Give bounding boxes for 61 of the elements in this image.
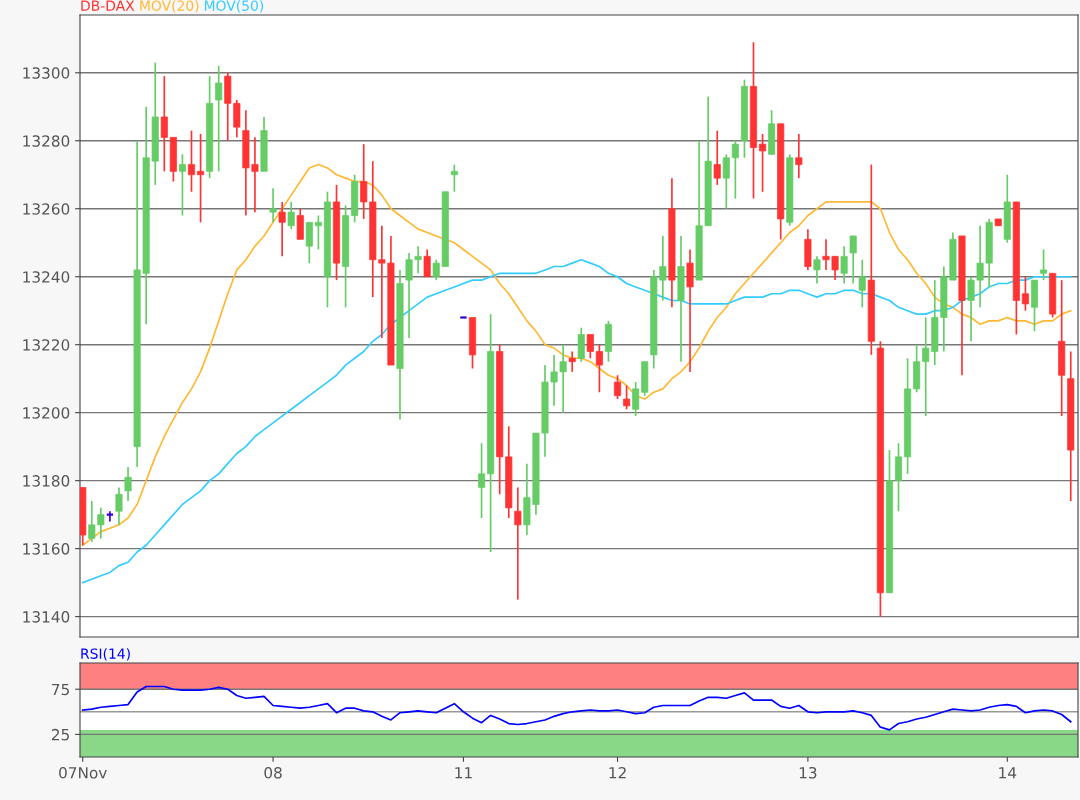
candlestick <box>160 75 168 173</box>
x-tick-label: 14 <box>999 767 1017 779</box>
candlestick <box>215 65 223 173</box>
text: MOV(50) <box>204 0 264 13</box>
x-tick-label: 13 <box>799 766 817 779</box>
candlestick <box>895 442 903 513</box>
candlestick <box>849 235 857 285</box>
candlestick <box>187 129 196 193</box>
x-tick-label: 12 <box>609 766 626 779</box>
candlestick <box>614 374 622 400</box>
candlestick <box>450 163 458 193</box>
candlestick <box>197 133 205 224</box>
candlestick <box>731 139 739 200</box>
text: MOV(20) <box>140 0 199 13</box>
candlestick <box>577 326 585 363</box>
candlestick <box>278 201 286 258</box>
candlestick <box>713 129 721 186</box>
y-tick-label: 13140 <box>23 611 70 623</box>
candlestick <box>478 442 486 519</box>
y-tick-label: 13280 <box>23 135 70 147</box>
line-series <box>81 163 1072 547</box>
candlestick <box>305 221 313 264</box>
candlestick <box>287 201 295 230</box>
line-series <box>81 258 1072 584</box>
candlestick <box>858 258 866 309</box>
y-tick-label: 13220 <box>23 339 70 351</box>
candlestick <box>514 486 522 601</box>
candlestick <box>722 153 730 210</box>
y-tick-label: 13260 <box>23 203 70 215</box>
y-tick-label: 13200 <box>23 407 70 419</box>
candlestick <box>1021 275 1029 312</box>
candlestick <box>115 486 123 526</box>
x-tick-label: 11 <box>455 767 472 779</box>
candlestick <box>423 248 431 278</box>
x-tick-label: 08 <box>264 766 282 779</box>
line-series <box>81 685 1072 731</box>
candlestick <box>759 133 767 193</box>
candlestick <box>813 255 821 285</box>
y-tick-label: 75 <box>52 683 69 696</box>
candlestick <box>568 350 576 373</box>
x-tick-label: 07Nov <box>59 766 107 779</box>
candlestick <box>124 466 132 502</box>
candlestick <box>686 248 694 373</box>
y-tick-label: 13240 <box>23 271 70 283</box>
candlestick <box>595 343 603 394</box>
candlestick <box>178 153 186 217</box>
y-tick-label: 13160 <box>23 543 70 555</box>
y-tick-label: 25 <box>51 728 69 741</box>
candlestick <box>586 333 594 360</box>
candlestick <box>632 381 640 417</box>
candlestick <box>269 187 277 224</box>
candlestick <box>296 207 304 241</box>
candlestick <box>314 214 322 251</box>
candlestick <box>623 384 631 411</box>
y-tick-label: 13180 <box>23 475 70 487</box>
candlestick <box>795 133 803 179</box>
text: DB-DAX <box>81 0 135 11</box>
candlestick <box>840 245 848 285</box>
text: RSI(14) <box>81 648 130 661</box>
candlestick <box>1040 248 1048 281</box>
y-tick-label: 13300 <box>23 67 70 79</box>
